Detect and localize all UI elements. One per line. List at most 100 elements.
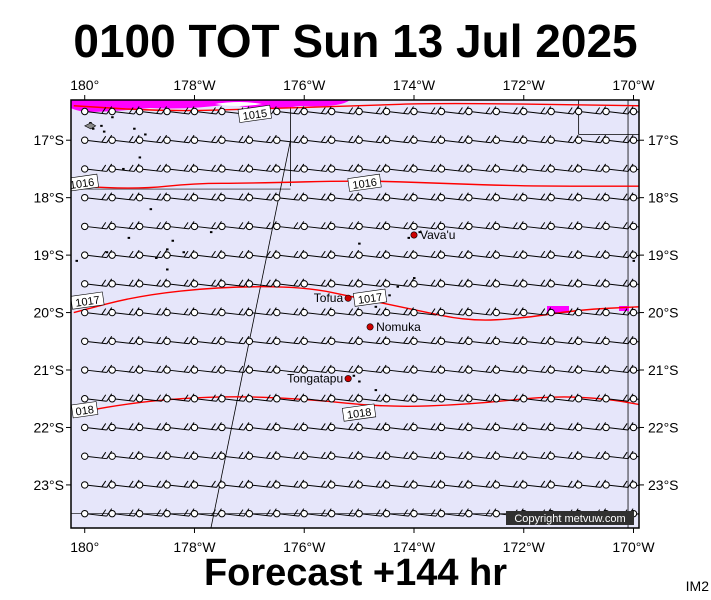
barb-station [602, 308, 610, 317]
wind-barb [492, 278, 524, 288]
barb-station [574, 452, 583, 460]
barb-flag [567, 451, 573, 459]
barb-shaft [416, 398, 437, 402]
barb-flag [595, 365, 601, 373]
barb-shaft [87, 226, 107, 230]
wind-barb [520, 364, 552, 374]
barb-flag [622, 480, 628, 488]
barb-flag [128, 337, 134, 344]
barb-station [300, 107, 308, 116]
barb-shaft [224, 283, 244, 287]
barb-flag [656, 221, 661, 229]
barb-flag [567, 107, 573, 114]
barb-flag [320, 509, 326, 516]
barb-flag [622, 365, 628, 373]
barb-station [300, 308, 308, 317]
barb-station [273, 107, 281, 116]
barb-station [602, 107, 610, 116]
barb-flag [458, 480, 463, 488]
barb-flag [656, 336, 661, 344]
isobar-label: 1016 [352, 177, 378, 192]
barb-flag [101, 394, 107, 402]
barb-station [355, 509, 363, 518]
isobar-label: 1016 [69, 177, 95, 192]
barb-station [245, 222, 254, 231]
barb-flag [430, 279, 436, 287]
barb-station [108, 193, 116, 202]
wind-barb [410, 134, 442, 144]
barb-flag [238, 451, 244, 459]
barb-shaft [444, 168, 464, 172]
barb-shaft [471, 513, 491, 517]
barb-flag [403, 107, 408, 114]
barb-station [602, 423, 610, 432]
barb-station [300, 423, 308, 432]
barb-station [465, 193, 473, 202]
lon-label-bottom: 178°W [173, 539, 216, 555]
barb-flag [348, 480, 354, 488]
barb-flag [512, 222, 518, 229]
wind-barb [108, 163, 140, 173]
wind-barb [410, 508, 442, 518]
wind-barb [135, 508, 168, 518]
barb-flag [156, 107, 162, 114]
barb-station [218, 337, 226, 345]
barb-shaft [362, 283, 382, 287]
barb-flag [567, 308, 573, 315]
wind-barb [245, 134, 277, 144]
barb-shaft [279, 455, 299, 460]
barb-flag [651, 510, 655, 516]
isobar-labels: 1015 1016 1016 1017 1017 018 1018 [69, 104, 388, 422]
barb-station [547, 481, 555, 489]
isobar-label: 1017 [357, 292, 383, 307]
barb-flag [375, 250, 381, 258]
barb-flag [430, 480, 436, 488]
barb-flag [403, 337, 408, 344]
lat-label-left: 21°S [33, 362, 64, 378]
barb-station [355, 452, 363, 460]
barb-station [574, 280, 583, 288]
barb-station [410, 222, 418, 231]
barb-station [190, 395, 199, 403]
barb-shaft [444, 513, 464, 517]
wind-barb [574, 450, 607, 460]
barb-shaft [197, 341, 217, 345]
barb-station [218, 423, 226, 432]
wind-barb [602, 307, 634, 317]
wind-barb [190, 192, 222, 202]
barb-station [355, 366, 363, 374]
barb-station [81, 395, 89, 403]
barb-flag [265, 135, 271, 143]
barb-flag [567, 279, 573, 287]
barb-station [437, 193, 446, 202]
barb-flag [512, 164, 518, 172]
barb-shaft [581, 254, 601, 259]
barb-flag [183, 308, 189, 315]
barb-flag [595, 337, 601, 344]
wind-barb [81, 192, 113, 202]
barb-station [190, 280, 199, 288]
barb-station [437, 165, 446, 173]
barb-flag [485, 222, 491, 229]
barb-flag [101, 222, 107, 229]
barb-flag [320, 193, 326, 200]
barb-station [520, 452, 528, 460]
barb-flag [156, 308, 162, 315]
barb-station [190, 423, 199, 432]
barb-station [190, 308, 199, 317]
barb-shaft [609, 197, 629, 201]
barb-shaft [252, 140, 272, 144]
barb-shaft [87, 111, 107, 115]
barb-flag [238, 193, 244, 200]
wind-barb [190, 249, 222, 259]
barb-station [245, 251, 254, 259]
barb-flag [211, 164, 216, 172]
barb-flag [238, 394, 244, 402]
barb-flag [540, 107, 546, 114]
barb-shaft [279, 226, 299, 230]
lat-label-right: 23°S [648, 477, 679, 493]
barb-station [492, 395, 501, 403]
barb-flag [101, 135, 107, 143]
barb-flag [403, 308, 408, 315]
barb-flag [512, 480, 518, 488]
